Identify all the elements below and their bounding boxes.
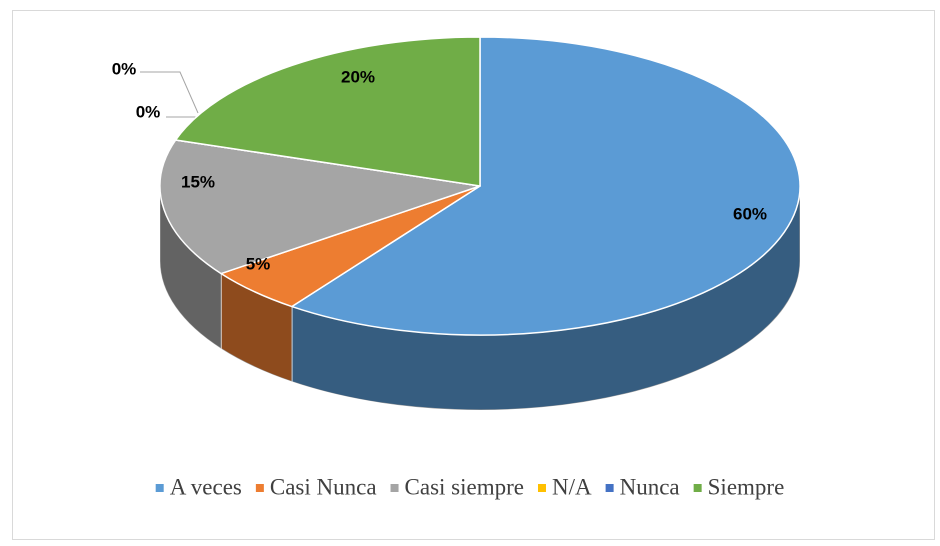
legend-label: Casi Nunca — [270, 474, 377, 499]
leader-line — [140, 71, 199, 114]
pie-slice — [174, 36, 481, 187]
pie-side-shade — [291, 186, 800, 410]
legend-label: Nunca — [620, 474, 680, 499]
data-label: 0% — [136, 102, 161, 121]
data-label: 5% — [246, 254, 271, 273]
legend-swatch — [255, 484, 264, 492]
pie-slice — [159, 139, 481, 275]
legend-swatch — [537, 484, 546, 492]
data-label: 0% — [112, 59, 137, 78]
legend-label: N/A — [552, 474, 592, 499]
legend-swatch — [605, 484, 614, 492]
legend-label: Siempre — [708, 474, 785, 499]
legend-swatch — [693, 484, 702, 492]
pie-side-shade — [160, 186, 222, 349]
legend-label: Casi siempre — [405, 474, 524, 499]
legend-label: A veces — [170, 474, 242, 499]
data-label: 20% — [341, 67, 375, 86]
data-label: 15% — [181, 172, 215, 191]
legend-swatch — [155, 484, 164, 492]
data-label: 60% — [733, 204, 767, 223]
legend-swatch — [390, 484, 399, 492]
pie-slice — [291, 36, 801, 336]
